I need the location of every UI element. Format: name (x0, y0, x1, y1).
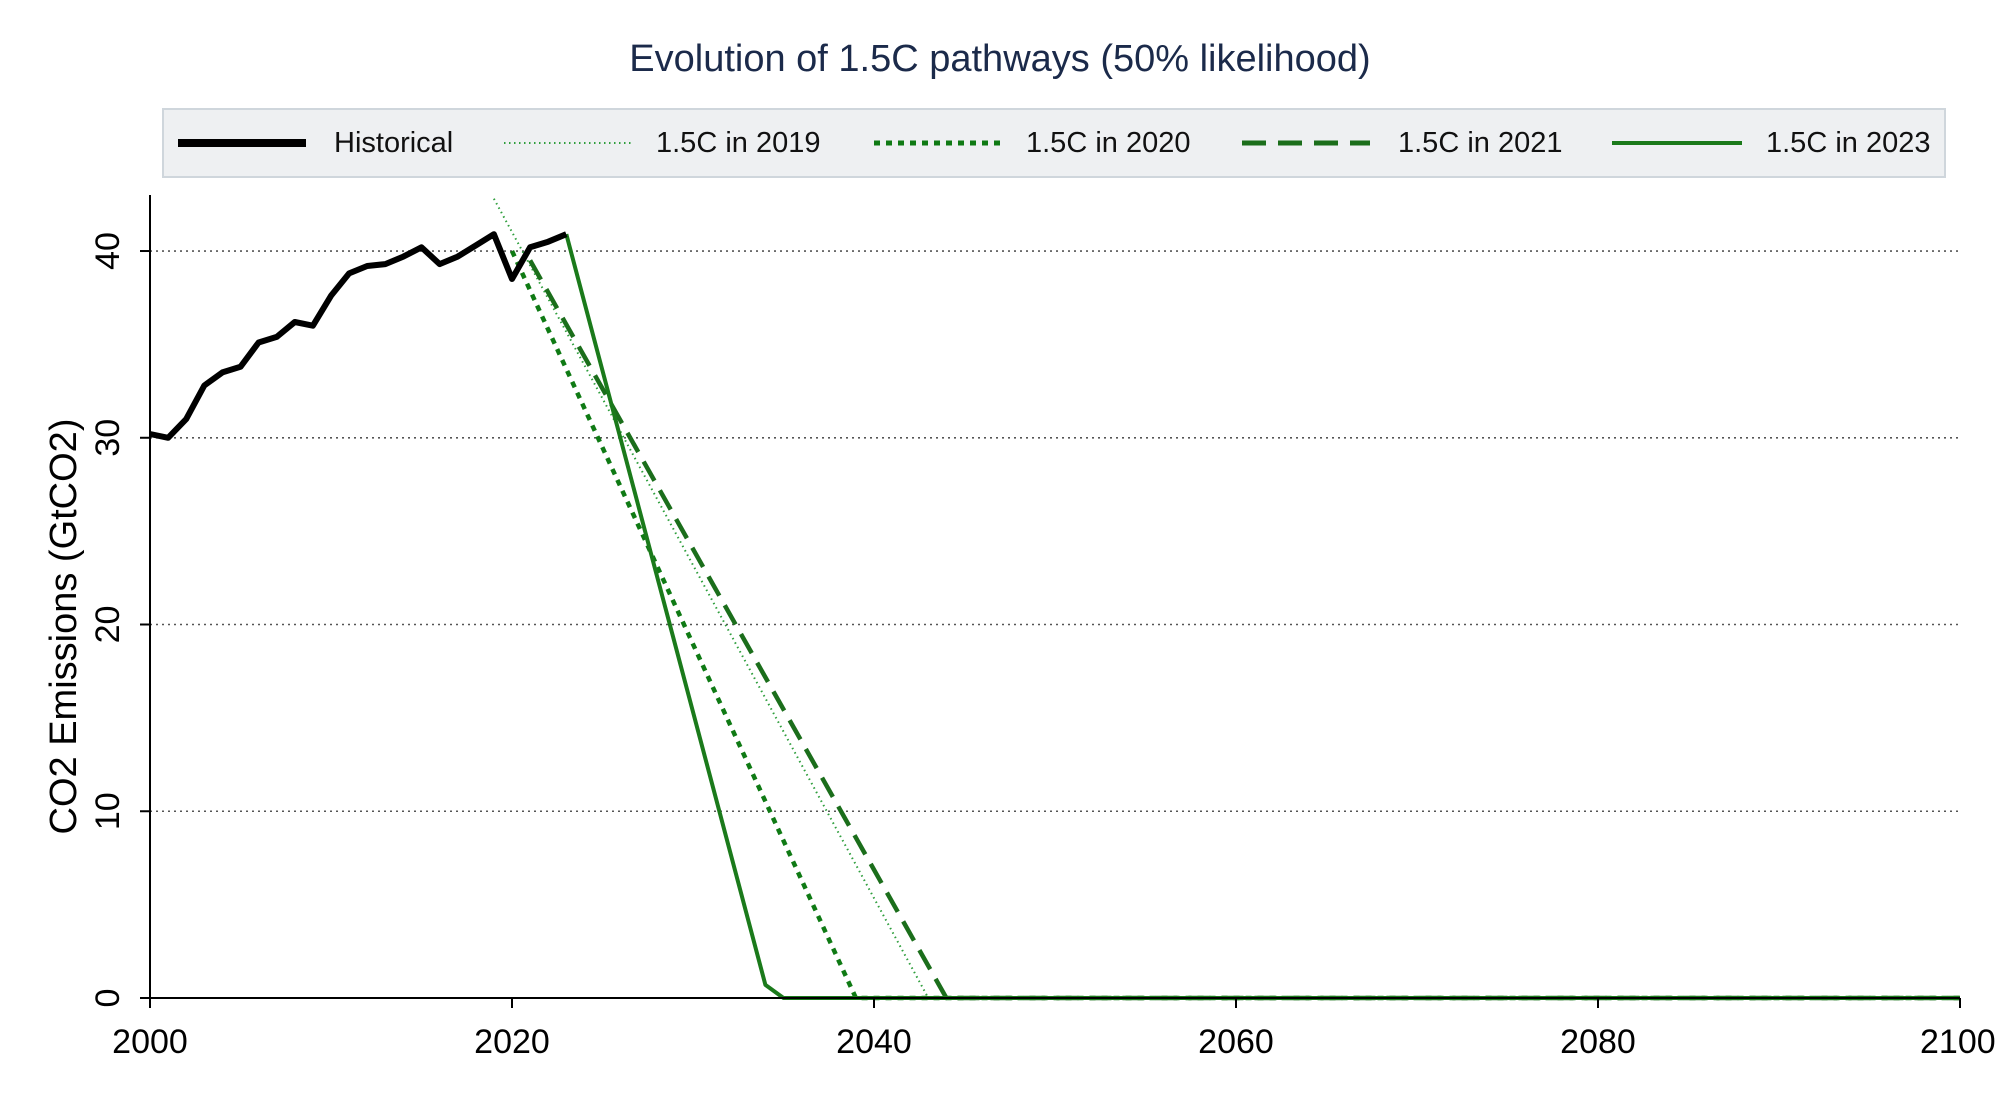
chart-title: Evolution of 1.5C pathways (50% likeliho… (629, 38, 1371, 80)
x-tick-label-2100: 2100 (1920, 1023, 1996, 1061)
x-tick-label-2020: 2020 (474, 1023, 550, 1061)
series-line-historical (149, 231, 568, 441)
grid-layer (150, 250, 1960, 813)
legend-label-2021: 1.5C in 2021 (1398, 127, 1563, 159)
y-tick-label-30: 30 (89, 419, 127, 457)
y-tick-label-20: 20 (89, 606, 127, 644)
series-line-1-5c-in-2021 (528, 259, 1960, 1001)
y-tick-label-40: 40 (89, 232, 127, 270)
series-line-1-5c-in-2019 (493, 198, 930, 999)
legend-label-historical: Historical (334, 127, 454, 159)
y-tick-label-10: 10 (89, 792, 127, 830)
y-axis-label: CO2 Emissions (GtCO2) (43, 419, 85, 835)
series-line-1-5c-in-2023 (564, 233, 1960, 1000)
legend-swatch-2021 (1242, 140, 1370, 146)
x-tick-label-2000: 2000 (112, 1023, 188, 1061)
series-layer (149, 198, 1960, 1001)
legend-swatch-2023 (1612, 141, 1742, 145)
legend-label-2020: 1.5C in 2020 (1026, 127, 1191, 159)
legend-swatch-2019 (504, 142, 632, 144)
legend: Historical 1.5C in 2019 1.5C in 2020 1.5… (162, 108, 1946, 178)
legend-swatch-2020 (874, 140, 1002, 146)
legend-label-2023: 1.5C in 2023 (1766, 127, 1931, 159)
x-tick-label-2080: 2080 (1560, 1023, 1636, 1061)
axis-layer: 0 10 20 30 40 2000 2020 2040 2060 2080 2100 CO2 Emi… (43, 195, 1996, 1061)
legend-label-2019: 1.5C in 2019 (656, 127, 821, 159)
x-tick-label-2060: 2060 (1198, 1023, 1274, 1061)
legend-swatch-historical (178, 139, 306, 147)
x-tick-label-2040: 2040 (836, 1023, 912, 1061)
y-tick-label-0: 0 (89, 989, 127, 1008)
